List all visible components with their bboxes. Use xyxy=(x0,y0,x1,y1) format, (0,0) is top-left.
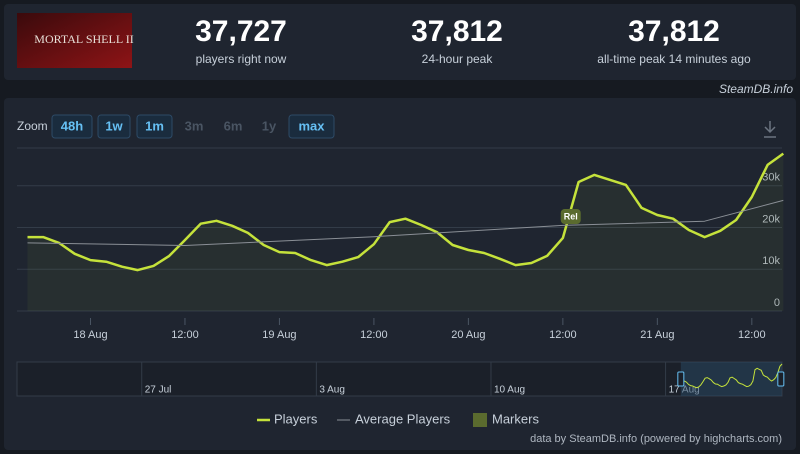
navigator xyxy=(16,361,783,397)
marker-label: Rel xyxy=(564,211,578,221)
x-tick-label: 12:00 xyxy=(738,329,766,341)
navigator-selection[interactable] xyxy=(680,362,782,396)
credit: data by SteamDB.info (powered by highcha… xyxy=(530,433,782,445)
x-tick-label: 12:00 xyxy=(171,329,199,341)
marker-flag xyxy=(560,209,581,224)
zoom-button-text: 6m xyxy=(224,118,243,133)
legend-text[interactable]: Average Players xyxy=(355,411,451,426)
legend-text[interactable]: Players xyxy=(274,411,318,426)
legend-swatch xyxy=(473,413,487,427)
game-logo xyxy=(17,13,132,68)
zoom-button-text[interactable]: 48h xyxy=(61,118,83,133)
navigator-tick-label: 3 Aug xyxy=(319,385,345,396)
stat-value: 37,812 xyxy=(411,15,503,48)
x-tick-label: 12:00 xyxy=(549,329,577,341)
x-tick-label: 20 Aug xyxy=(451,329,485,341)
stat-label: 24-hour peak xyxy=(422,52,494,66)
zoom-button[interactable] xyxy=(288,114,335,139)
navigator-handle[interactable] xyxy=(777,371,785,387)
zoom-button-text: 1y xyxy=(262,118,277,133)
zoom-button-text[interactable]: 1w xyxy=(105,118,123,133)
x-tick-label: 12:00 xyxy=(360,329,388,341)
zoom-button-text: 3m xyxy=(185,118,204,133)
y-tick-label: 10k xyxy=(762,255,780,267)
series-line xyxy=(27,199,784,246)
stat-value: 37,727 xyxy=(195,15,287,48)
zoom-button[interactable] xyxy=(136,114,173,139)
zoom-button[interactable] xyxy=(51,114,93,139)
x-tick-label: 18 Aug xyxy=(73,329,107,341)
download-icon[interactable] xyxy=(764,121,776,138)
navigator-tick-label: 27 Jul xyxy=(145,385,172,396)
zoom-button-text[interactable]: 1m xyxy=(145,118,164,133)
navigator-tick-label: 10 Aug xyxy=(494,385,525,396)
series-line xyxy=(27,152,785,272)
y-tick-label: 20k xyxy=(762,213,780,225)
series-area xyxy=(27,153,784,311)
stat-value: 37,812 xyxy=(628,15,720,48)
x-tick-label: 21 Aug xyxy=(640,329,674,341)
x-tick-label: 19 Aug xyxy=(262,329,296,341)
legend-text[interactable]: Markers xyxy=(492,411,539,426)
y-tick-label: 0 xyxy=(774,297,780,309)
site-name: SteamDB.info xyxy=(719,82,793,96)
stats-panel xyxy=(4,4,796,80)
zoom-button[interactable] xyxy=(97,114,131,139)
navigator-line xyxy=(682,363,783,389)
stat-label: players right now xyxy=(196,52,287,66)
zoom-button-text[interactable]: max xyxy=(298,118,325,133)
navigator-handle[interactable] xyxy=(677,371,685,387)
logo-text: MORTAL SHELL II xyxy=(34,32,133,46)
zoom-label: Zoom xyxy=(17,119,48,133)
stat-label: all-time peak 14 minutes ago xyxy=(597,52,751,66)
y-tick-label: 30k xyxy=(762,172,780,184)
